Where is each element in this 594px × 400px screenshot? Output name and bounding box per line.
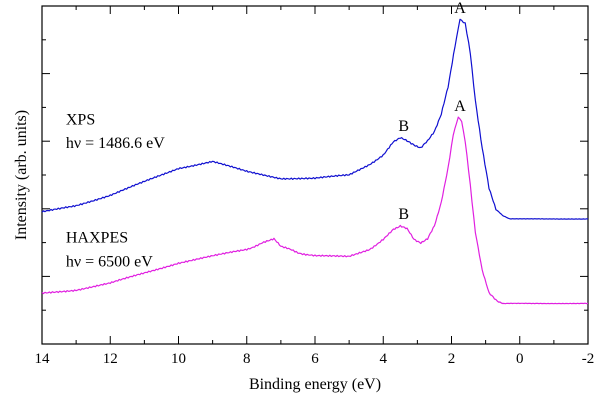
axis-ticks: [41, 6, 589, 344]
annotations-group: XPS hν = 1486.6 eV HAXPES hν = 6500 eV B A B A: [66, 0, 466, 270]
x-tick-label: 12: [103, 351, 118, 367]
annotation-label: hν = 1486.6 eV: [66, 135, 165, 152]
annotation-label: B: [398, 206, 409, 223]
x-tick-label: 2: [448, 351, 456, 367]
x-tick-label: -2: [582, 351, 594, 367]
x-tick-label: 8: [243, 351, 251, 367]
x-axis-label: Binding energy (eV): [249, 376, 381, 393]
series-line-xps: [41, 18, 589, 220]
series-line-haxpes: [41, 116, 589, 305]
series-group: [41, 18, 589, 305]
x-tick-label: 6: [311, 351, 319, 367]
x-tick-label: 4: [380, 351, 388, 367]
x-tick-label: 0: [516, 351, 524, 367]
annotation-label: A: [454, 98, 466, 115]
x-tick-label: 10: [171, 351, 186, 367]
annotation-label: A: [454, 0, 466, 17]
annotation-label: XPS: [66, 111, 95, 128]
annotation-label: HAXPES: [66, 230, 128, 247]
x-tick-labels: 14 12 10 8 6 4 2 0 -2: [35, 351, 594, 367]
plot-frame: [41, 5, 589, 345]
x-tick-label: 14: [35, 351, 51, 367]
y-axis-label: Intensity (arb. units): [13, 110, 30, 240]
annotation-label: hν = 6500 eV: [66, 253, 153, 270]
annotation-label: B: [398, 118, 409, 135]
